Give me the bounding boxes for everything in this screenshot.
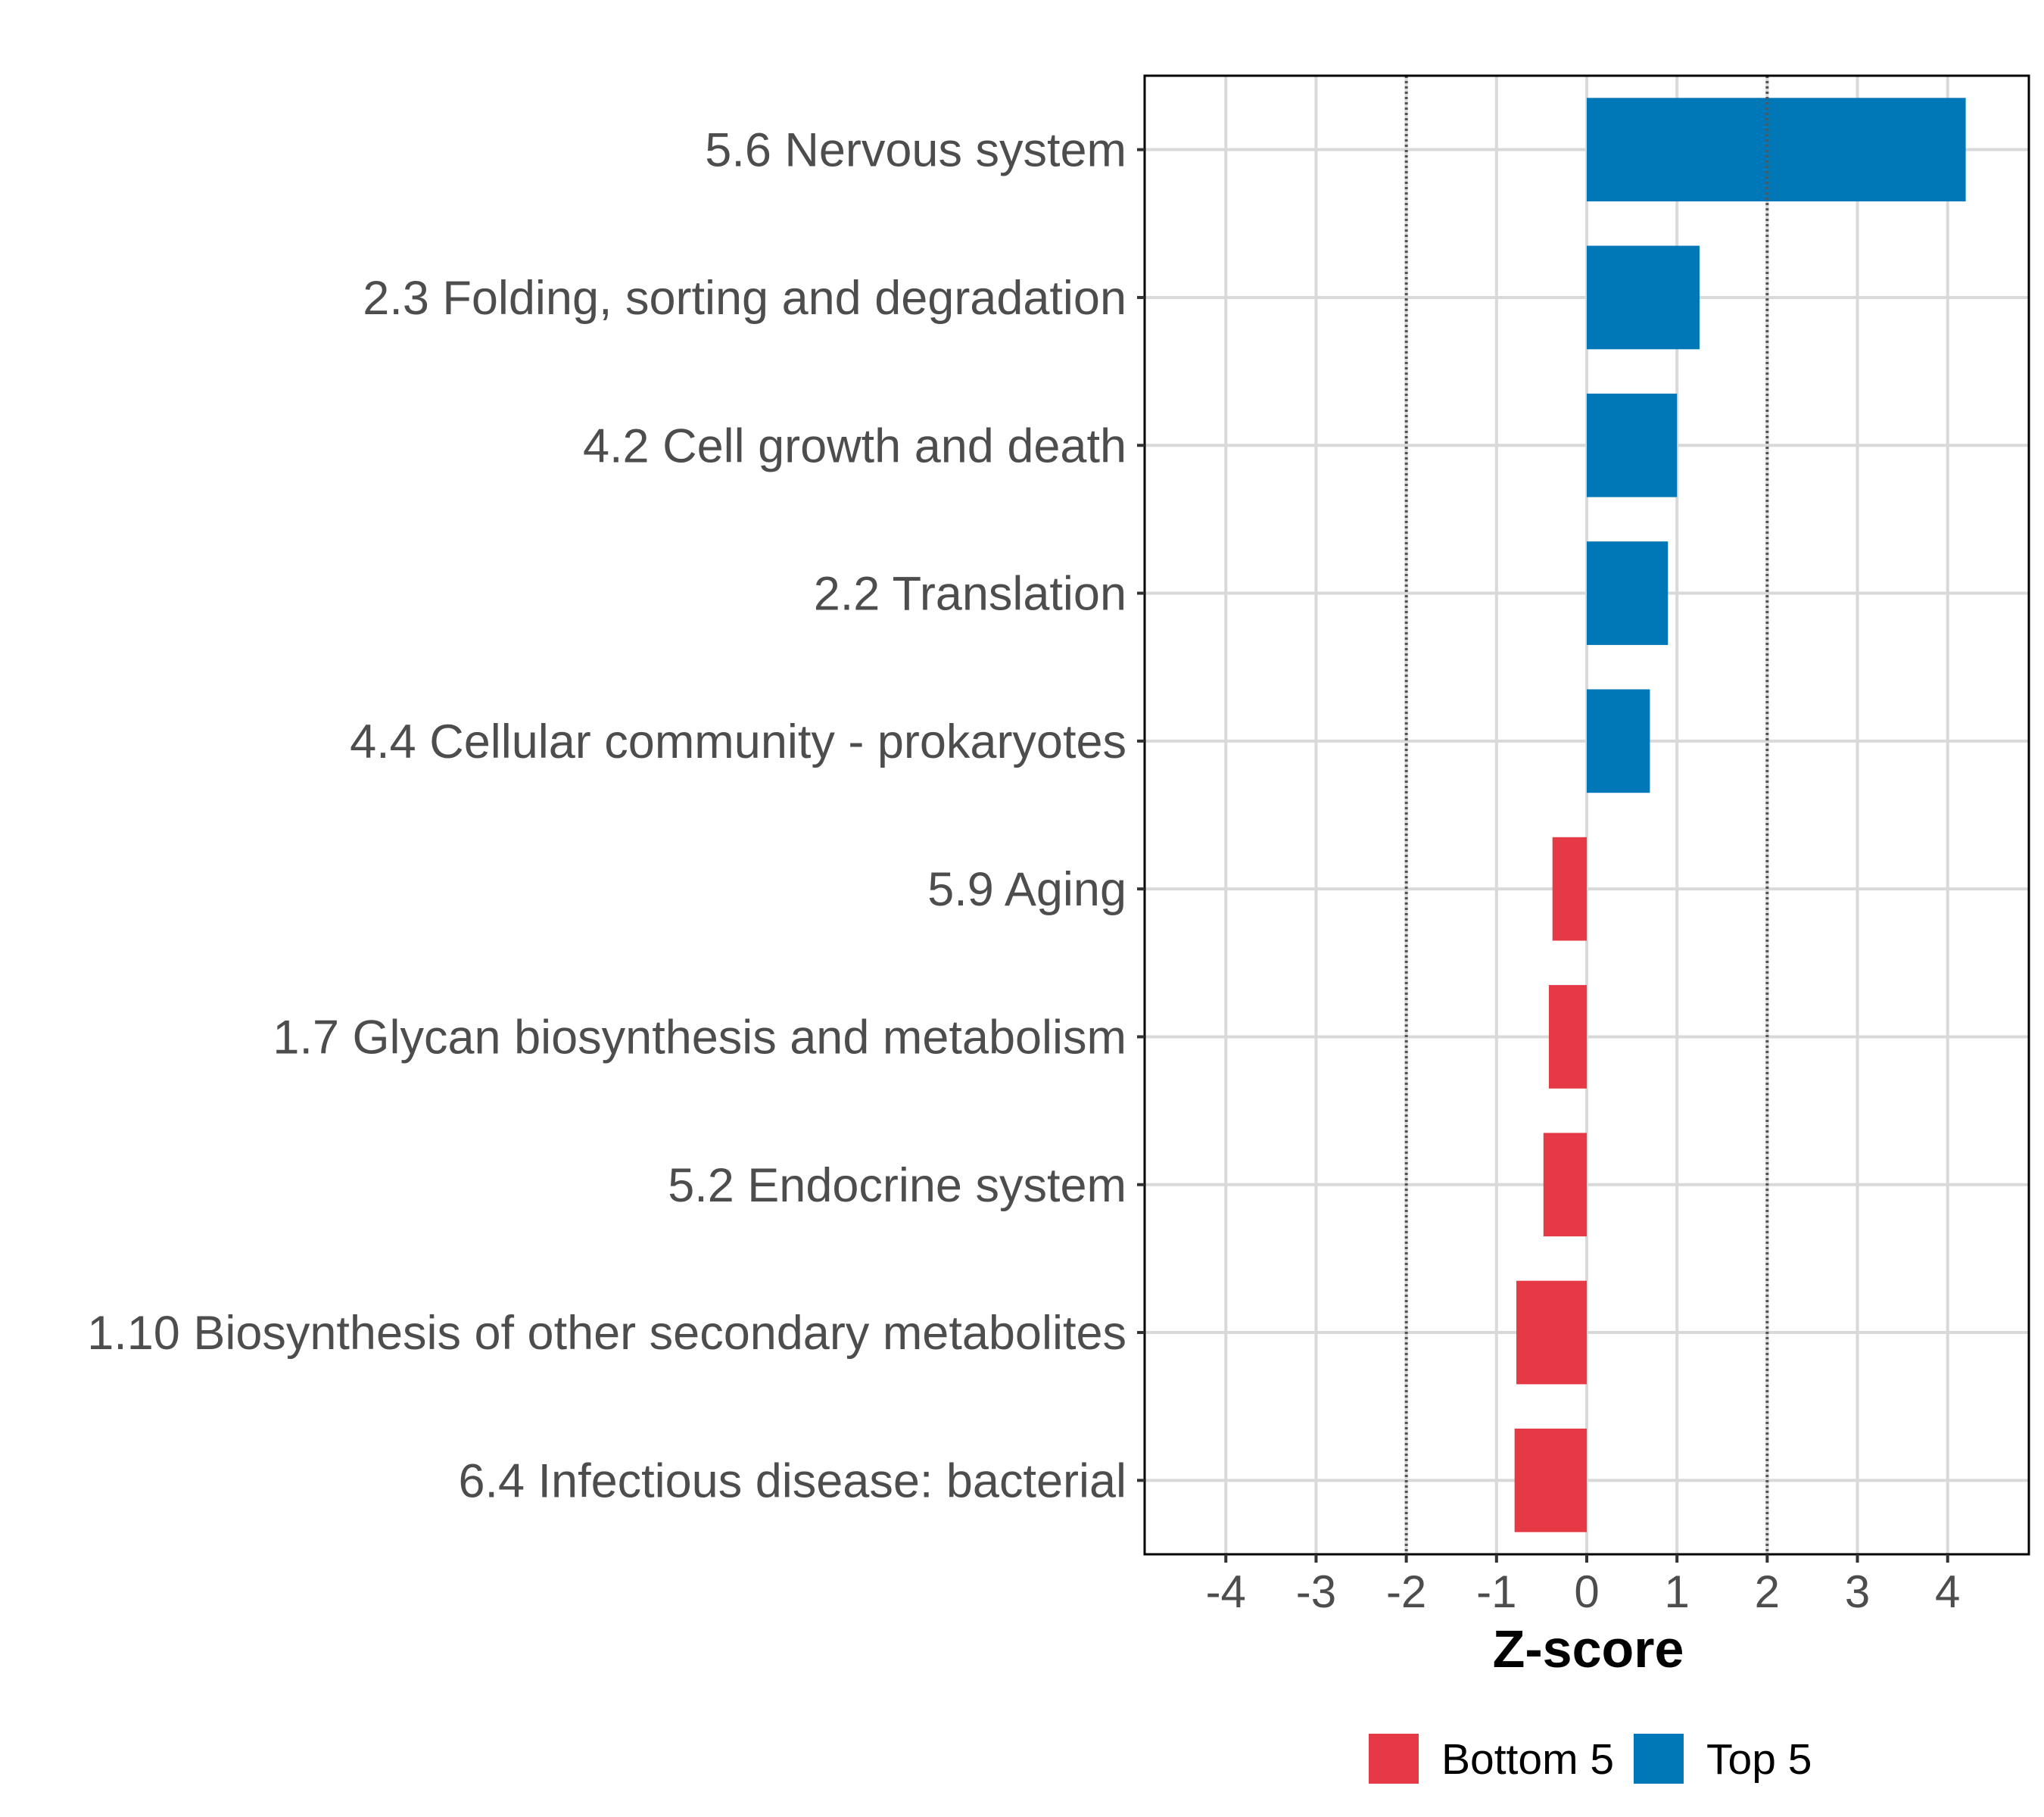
legend-swatch-bottom-5 <box>1369 1734 1419 1784</box>
category-label: 4.4 Cellular community - prokaryotes <box>350 715 1126 768</box>
bar-8 <box>1543 1133 1587 1237</box>
y-axis-ticks <box>1137 148 1145 1482</box>
bar-6 <box>1552 837 1587 941</box>
x-tick-label: -4 <box>1206 1566 1246 1617</box>
x-tick-label: 4 <box>1935 1566 1960 1617</box>
category-label: 4.2 Cell growth and death <box>583 419 1126 472</box>
category-label: 5.6 Nervous system <box>705 124 1126 177</box>
x-tick-label: 3 <box>1845 1566 1870 1617</box>
category-label: 2.2 Translation <box>814 568 1126 621</box>
x-tick-label: -3 <box>1296 1566 1336 1617</box>
x-tick-label: 2 <box>1755 1566 1780 1617</box>
x-tick-label: -1 <box>1476 1566 1516 1617</box>
category-label: 6.4 Infectious disease: bacterial <box>458 1454 1126 1507</box>
bars <box>1514 98 1966 1532</box>
legend-label-bottom-5: Bottom 5 <box>1441 1735 1614 1784</box>
category-label: 2.3 Folding, sorting and degradation <box>363 272 1126 325</box>
category-label: 1.10 Biosynthesis of other secondary met… <box>87 1307 1126 1360</box>
legend-label-top-5: Top 5 <box>1706 1735 1812 1784</box>
category-label: 5.2 Endocrine system <box>668 1159 1126 1212</box>
legend: Bottom 5 Top 5 <box>1369 1734 1812 1784</box>
bar-10 <box>1514 1428 1587 1532</box>
category-label: 1.7 Glycan biosynthesis and metabolism <box>273 1011 1126 1064</box>
bar-3 <box>1587 393 1678 497</box>
x-axis-title: Z-score <box>1493 1619 1684 1678</box>
bar-4 <box>1587 541 1669 645</box>
bar-2 <box>1587 245 1700 350</box>
category-label: 5.9 Aging <box>927 863 1126 916</box>
x-tick-label: -2 <box>1386 1566 1426 1617</box>
x-axis-ticks <box>1224 1554 1949 1563</box>
bar-5 <box>1587 689 1650 793</box>
legend-swatch-top-5 <box>1634 1734 1684 1784</box>
bar-7 <box>1548 985 1587 1089</box>
y-axis-labels: 5.6 Nervous system 2.3 Folding, sorting a… <box>87 124 1126 1508</box>
x-tick-label: 1 <box>1664 1566 1689 1617</box>
bar-1 <box>1587 98 1966 202</box>
x-tick-label: 0 <box>1574 1566 1599 1617</box>
bar-9 <box>1516 1280 1587 1385</box>
x-axis-labels: -4 -3 -2 -1 0 1 2 3 4 <box>1206 1566 1961 1617</box>
